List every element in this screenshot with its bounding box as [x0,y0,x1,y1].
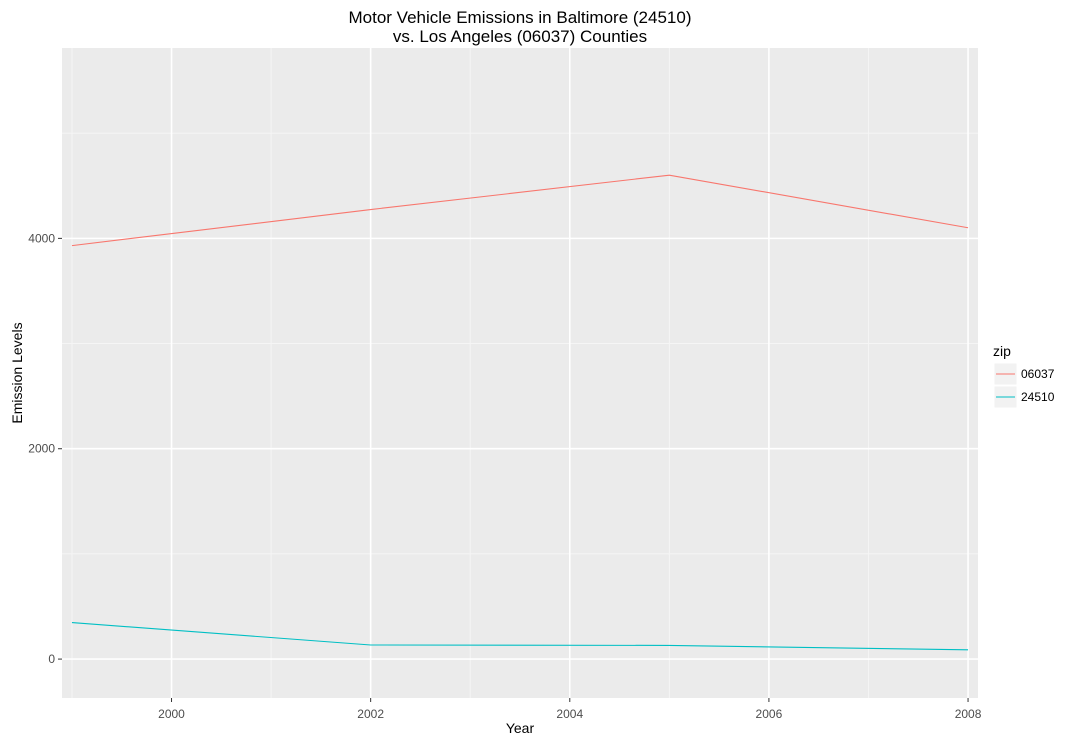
series-line-06037 [71,174,969,247]
x-tick-label: 2006 [756,707,783,721]
y-tick-label: 2000 [28,442,55,456]
x-axis-title: Year [506,720,535,736]
x-tick-label: 2008 [955,707,982,721]
chart-title-line-1: Motor Vehicle Emissions in Baltimore (24… [349,8,692,27]
grid-major [62,48,978,698]
x-tick-label: 2004 [556,707,583,721]
grid-minor [62,48,978,698]
legend-label: 24510 [1021,390,1055,404]
series-line-24510 [71,622,969,651]
plot-panel [62,48,978,698]
x-tick-label: 2000 [158,707,185,721]
legend-item-24510: 24510 [993,385,1055,409]
legend-label: 06037 [1021,367,1055,381]
series-layer [71,174,969,651]
legend-item-06037: 06037 [993,362,1055,386]
chart-title-line-2: vs. Los Angeles (06037) Counties [393,27,647,46]
y-axis-title: Emission Levels [9,322,25,423]
legend: zip 06037 24510 [993,343,1055,409]
legend-title: zip [993,343,1011,359]
legend-items: 06037 24510 [993,362,1055,409]
y-tick-label: 4000 [28,231,55,245]
x-tick-label: 2002 [357,707,384,721]
y-tick-label: 0 [48,652,55,666]
y-axis-ticks: 0 2000 4000 [28,231,62,666]
x-axis-ticks: 2000 2002 2004 2006 2008 [158,698,982,721]
